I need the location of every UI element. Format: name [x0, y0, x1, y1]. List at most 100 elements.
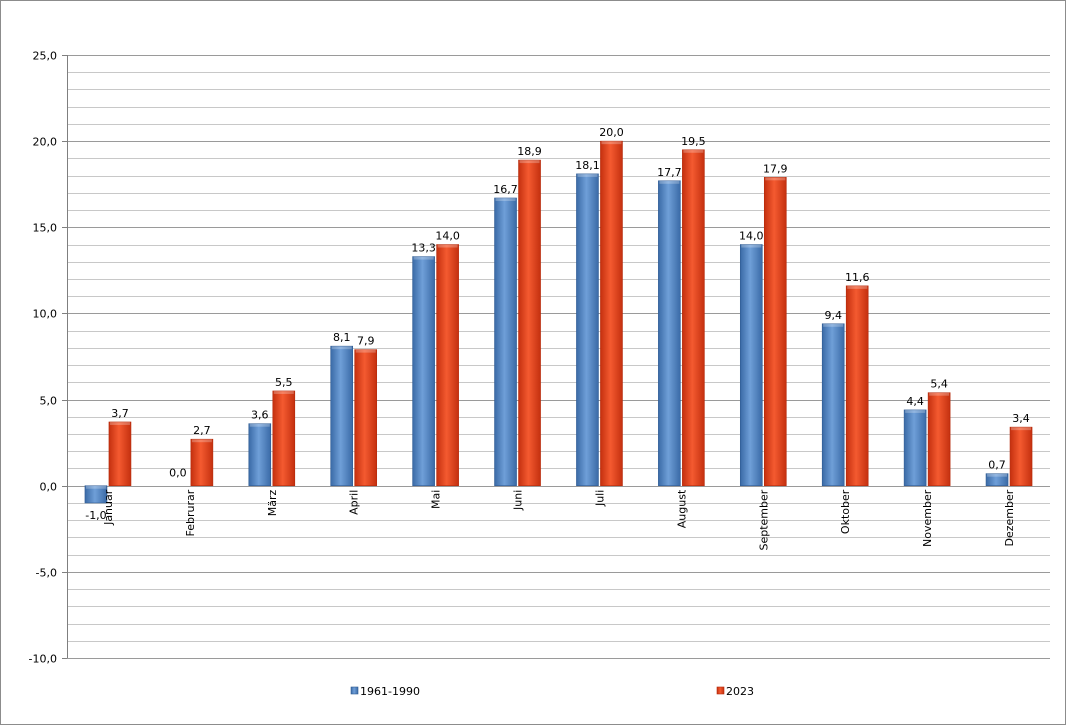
- y-tick-label: 20,0: [33, 136, 58, 149]
- bar-highlight: [905, 409, 926, 413]
- bar-highlight: [495, 197, 516, 201]
- legend-label: 1961-1990: [360, 685, 420, 698]
- data-label: 20,0: [599, 126, 624, 139]
- data-label: 18,1: [575, 159, 600, 172]
- bar-series-2023: [1009, 426, 1033, 487]
- data-label: -1,0: [85, 509, 106, 522]
- gridlines: [67, 55, 1050, 659]
- bar-highlight: [823, 323, 844, 327]
- bar-highlight: [191, 439, 212, 443]
- legend-swatch: [716, 686, 725, 695]
- data-label: 9,4: [824, 309, 842, 322]
- y-axis: -10,0 -5,0 0,0 5,0 10,0 15,0 20,0 25,0: [29, 50, 68, 666]
- bar-series-1961-1990: [412, 256, 435, 487]
- x-axis-category-labels: Januar Februrar März April Mai Juni Juli August…: [102, 489, 1016, 550]
- bar-series-2023: [190, 438, 214, 487]
- bar-series-1961-1990: [739, 244, 763, 487]
- x-category-label: Juni: [512, 490, 525, 511]
- bar-highlight: [413, 256, 434, 260]
- data-label: 4,4: [906, 395, 924, 408]
- bars: [84, 140, 1033, 504]
- legend-swatch: [350, 686, 359, 695]
- bar-series-1961-1990: [821, 323, 845, 487]
- data-label: 17,7: [657, 166, 682, 179]
- data-label: 0,7: [988, 459, 1006, 472]
- x-category-label: Februrar: [184, 489, 197, 536]
- bar-highlight: [1011, 427, 1032, 431]
- x-category-label: Juli: [593, 490, 606, 507]
- bar-highlight: [683, 149, 704, 153]
- bar-highlight: [987, 473, 1008, 477]
- bar-highlight: [577, 173, 598, 177]
- bar-highlight: [85, 485, 106, 489]
- bar-series-1961-1990: [330, 345, 354, 487]
- data-label: 19,5: [681, 135, 706, 148]
- data-label: 14,0: [739, 230, 764, 243]
- bar-series-2023: [518, 159, 541, 487]
- bar-highlight: [109, 421, 130, 425]
- y-tick-label: 10,0: [33, 308, 58, 321]
- data-label: 2,7: [193, 424, 211, 437]
- bar-highlight: [437, 244, 458, 248]
- bar-series-1961-1990: [494, 197, 517, 487]
- bar-highlight: [765, 177, 786, 181]
- bar-series-1961-1990: [903, 409, 927, 487]
- data-label: 14,0: [435, 230, 460, 243]
- x-category-label: Mai: [430, 490, 443, 509]
- bar-series-1961-1990: [248, 423, 272, 487]
- x-category-label: Dezember: [1003, 489, 1016, 546]
- y-tick-label: 5,0: [40, 395, 58, 408]
- bar-highlight: [741, 244, 762, 248]
- y-tick-label: -10,0: [29, 653, 57, 666]
- data-label: 3,4: [1012, 412, 1030, 425]
- data-label: 16,7: [493, 183, 518, 196]
- bar-series-2023: [763, 177, 787, 487]
- data-label: 0,0: [169, 467, 187, 480]
- bar-highlight: [847, 285, 868, 289]
- data-label: 3,6: [251, 409, 269, 422]
- data-label: 5,4: [930, 378, 948, 391]
- x-category-label: März: [266, 489, 279, 516]
- bar-series-2023: [436, 244, 459, 487]
- bar-highlight: [355, 349, 376, 353]
- y-tick-label: 15,0: [33, 222, 58, 235]
- x-category-label: September: [757, 489, 770, 550]
- data-label: 5,5: [275, 376, 293, 389]
- x-category-label: November: [921, 489, 934, 547]
- bar-series-2023: [682, 149, 705, 487]
- y-tick-label: 25,0: [33, 50, 58, 63]
- data-label: 13,3: [411, 242, 436, 255]
- x-category-label: Oktober: [839, 489, 852, 534]
- bar-series-1961-1990: [658, 180, 681, 487]
- bar-series-1961-1990: [84, 485, 108, 504]
- y-tick-label: -5,0: [36, 567, 57, 580]
- data-label: 3,7: [111, 407, 129, 420]
- bar-series-1961-1990: [576, 173, 599, 487]
- bar-series-2023: [845, 285, 869, 487]
- bar-highlight: [273, 390, 294, 394]
- bar-highlight: [659, 180, 680, 184]
- data-label: 18,9: [517, 145, 542, 158]
- data-label: 17,9: [763, 162, 788, 175]
- bar-series-2023: [272, 390, 296, 487]
- bar-series-1961-1990: [985, 473, 1009, 487]
- bar-highlight: [601, 141, 622, 145]
- bar-series-2023: [600, 140, 623, 487]
- bar-highlight: [519, 160, 540, 164]
- legend-label: 2023: [726, 685, 754, 698]
- bar-highlight: [331, 346, 352, 350]
- legend: 1961-1990 2023: [350, 685, 754, 698]
- bar-highlight: [929, 392, 950, 396]
- bar-series-2023: [927, 392, 951, 487]
- data-labels: -1,03,70,02,73,65,58,1 7,913,314,016,718,…: [85, 126, 1030, 522]
- x-category-label: Januar: [102, 489, 115, 526]
- bar-highlight: [249, 423, 270, 427]
- x-category-label: August: [675, 489, 688, 528]
- bar-series-2023: [108, 421, 132, 487]
- x-category-label: April: [348, 490, 361, 515]
- data-label: 11,6: [845, 271, 870, 284]
- data-label: 8,1: [333, 331, 351, 344]
- y-tick-label: 0,0: [40, 481, 58, 494]
